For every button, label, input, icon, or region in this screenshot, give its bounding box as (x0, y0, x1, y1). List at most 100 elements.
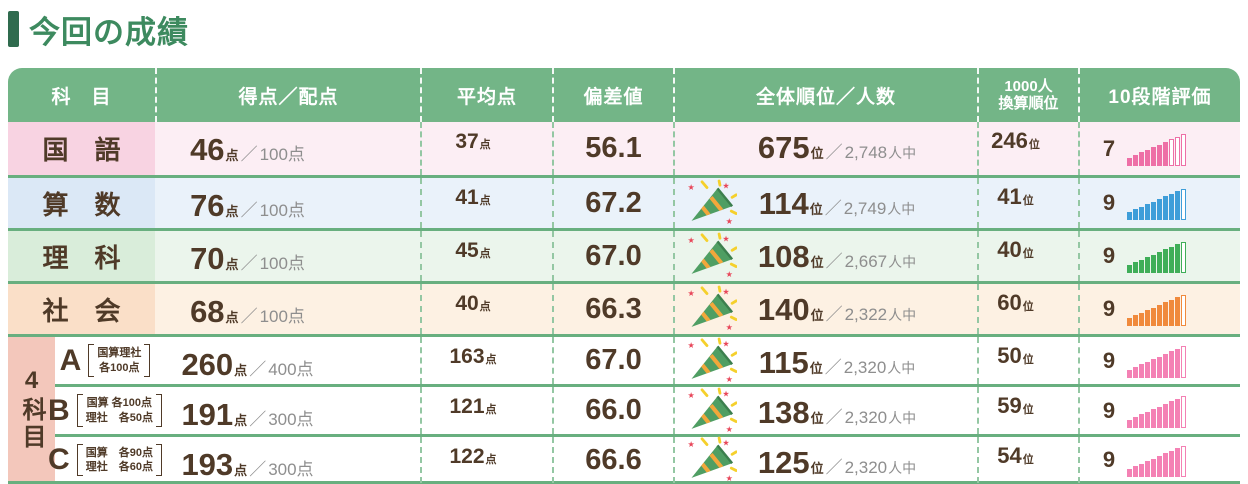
slash: ／ (825, 252, 843, 271)
rank-value: 115 (758, 345, 809, 380)
svg-text:★: ★ (726, 374, 733, 384)
converted-rank-cell: 54 位 (977, 437, 1078, 483)
rank-unit: 位 (809, 202, 823, 217)
grade-bar-chart (1127, 443, 1187, 477)
deviation-cell: 66.6 (552, 437, 673, 483)
combo-note-line2: 理社 各50点 (85, 411, 153, 424)
table-row-shakai: 社 会 68 点／ 100点 40 点 66.3 ★ ★ ★ 140 位／ 2,322 人中 (8, 281, 1240, 334)
rank-cell: 675 位／ 2,748 人中 (673, 122, 977, 175)
max-points: 300点 (268, 410, 314, 429)
combo-note: 国算 各100点 理社 各50点 (76, 393, 163, 428)
points-unit: 点 (225, 257, 239, 272)
average-cell: 122 点 (420, 437, 552, 483)
total-count: 2,667 (844, 252, 888, 271)
svg-text:★: ★ (687, 340, 694, 350)
average-value: 163 (449, 345, 485, 368)
party-popper-icon: ★ ★ ★ (685, 436, 738, 484)
rank-unit: 位 (1022, 248, 1034, 260)
subject-name: 理 科 (8, 231, 155, 281)
score-cell: 46 点／ 100点 (155, 122, 420, 175)
average-value: 41 (455, 186, 479, 209)
rank-value: 125 (757, 445, 810, 480)
max-points: 100点 (259, 307, 305, 326)
slash: ／ (240, 201, 258, 220)
grade-value: 9 (1102, 397, 1116, 423)
average-value: 40 (455, 292, 479, 315)
rank-cell: ★ ★ ★ 125 位／ 2,320 人中 (673, 436, 977, 484)
table-row-sansu: 算 数 76 点／ 100点 41 点 67.2 ★ ★ ★ 114 位／ 2,749 人中 (8, 175, 1240, 228)
grade-value: 9 (1102, 347, 1116, 373)
table-row-kokugo: 国 語 46 点／ 100点 37 点 56.1 675 位／ 2,748 人中 246 位 … (8, 122, 1240, 175)
combo-note-line1: 国算 各90点 (85, 446, 153, 459)
rank-unit: 位 (809, 361, 823, 376)
grade-cell: 9 (1078, 337, 1240, 384)
points-unit: 点 (234, 363, 248, 378)
svg-text:★: ★ (726, 424, 733, 434)
svg-text:★: ★ (722, 338, 729, 348)
score-cell: 260 点／ 400点 (155, 337, 420, 384)
converted-rank-cell: 41 位 (977, 178, 1078, 228)
combo-letter: C (48, 443, 70, 476)
rank-cell: ★ ★ ★ 108 位／ 2,667 人中 (673, 231, 977, 281)
average-cell: 41 点 (420, 178, 552, 228)
slash: ／ (249, 360, 267, 379)
combo-note-line2: 各100点 (99, 361, 140, 374)
combo-label-cell: A 国算理社 各100点 (55, 337, 155, 384)
deviation-cell: 67.0 (552, 231, 673, 281)
score-value: 76 (190, 188, 225, 223)
grade-value: 7 (1102, 135, 1116, 161)
max-points: 400点 (268, 360, 314, 379)
points-unit: 点 (479, 139, 491, 151)
rank-cell: ★ ★ ★ 114 位／ 2,749 人中 (673, 178, 977, 228)
grade-bar-chart (1127, 292, 1187, 326)
points-unit: 点 (479, 248, 491, 260)
total-count: 2,748 (844, 143, 888, 162)
slash: ／ (824, 358, 842, 377)
party-popper-icon: ★ ★ ★ (685, 232, 738, 280)
svg-text:★: ★ (687, 235, 694, 245)
total-count: 2,322 (844, 305, 888, 324)
score-cell: 193 点／ 300点 (155, 437, 420, 483)
svg-text:★: ★ (726, 216, 733, 226)
score-table: 科 目 得点／配点 平均点 偏差値 全体順位／人数 1000人 換算順位 10段… (8, 68, 1240, 484)
deviation-cell: 67.0 (552, 337, 673, 384)
deviation-value: 66.0 (585, 394, 642, 426)
four-subjects-section: 4科目 A 国算理社 各100点 260 点／ 400点 163 点 67.0 (8, 334, 1240, 484)
header-deviation: 偏差値 (552, 68, 673, 122)
subject-name: 社 会 (8, 284, 155, 334)
combo-note-line1: 国算 各100点 (86, 397, 153, 410)
svg-text:★: ★ (687, 390, 694, 400)
header-subject: 科 目 (51, 86, 112, 108)
score-value: 191 (181, 397, 234, 432)
people-suffix: 人中 (888, 254, 917, 270)
average-cell: 37 点 (420, 122, 552, 175)
slash: ／ (249, 460, 267, 479)
slash: ／ (240, 145, 258, 164)
points-unit: 点 (225, 148, 239, 163)
points-unit: 点 (485, 354, 497, 366)
points-unit: 点 (485, 454, 497, 466)
deviation-cell: 67.2 (552, 178, 673, 228)
grade-cell: 9 (1078, 284, 1240, 334)
grade-cell: 9 (1078, 178, 1240, 228)
svg-text:★: ★ (722, 388, 729, 398)
svg-text:★: ★ (722, 233, 729, 243)
rank-value: 675 (757, 130, 810, 165)
rank-unit: 位 (810, 411, 824, 426)
grade-bar-chart (1127, 344, 1187, 378)
converted-rank-cell: 246 位 (977, 122, 1078, 175)
party-popper-icon: ★ ★ ★ (685, 285, 738, 333)
max-points: 300点 (268, 460, 314, 479)
page-header: 今回の成績 (8, 8, 1248, 50)
average-value: 45 (455, 239, 479, 262)
svg-text:★: ★ (726, 473, 733, 483)
slash: ／ (825, 458, 843, 477)
header-converted-line1: 1000人 (1004, 77, 1053, 95)
score-cell: 68 点／ 100点 (155, 284, 420, 334)
points-unit: 点 (225, 310, 239, 325)
subject-name: 国 語 (8, 122, 155, 175)
rank-value: 108 (757, 239, 810, 274)
party-popper-icon: ★ ★ ★ (685, 387, 738, 435)
people-suffix: 人中 (888, 145, 917, 161)
rank-unit: 位 (1022, 404, 1034, 416)
